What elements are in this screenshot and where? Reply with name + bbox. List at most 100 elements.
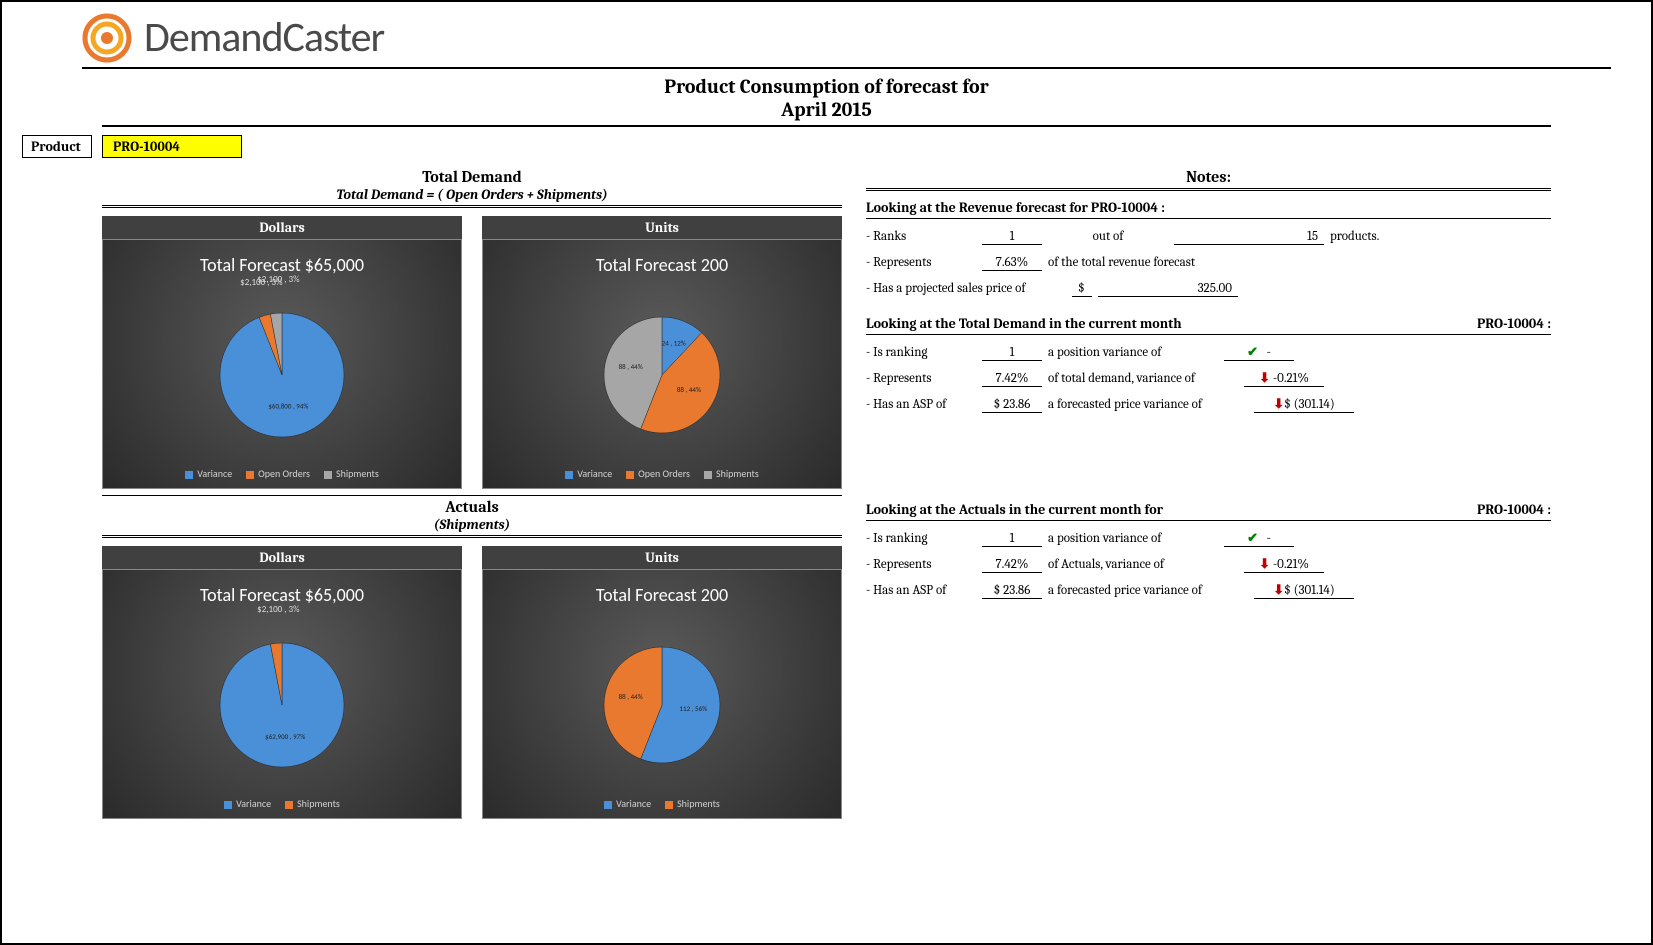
variance-indicator: ✔ - bbox=[1224, 531, 1294, 547]
svg-text:112 , 56%: 112 , 56% bbox=[680, 703, 708, 712]
actuals-title: Actuals bbox=[102, 498, 842, 516]
actuals-rank-line: - Is ranking 1 a position variance of ✔ … bbox=[866, 531, 1551, 547]
svg-text:88 , 44%: 88 , 44% bbox=[619, 692, 643, 701]
value: $ 23.86 bbox=[982, 397, 1042, 413]
ac-dollars-chart: Total Forecast $65,000 $62,900 , 97%$2,1… bbox=[102, 569, 462, 819]
value: 7.63% bbox=[982, 255, 1042, 271]
value: 7.42% bbox=[982, 557, 1042, 573]
value: $ (301.14) bbox=[1284, 583, 1335, 598]
revenue-rank-line: - Ranks 1 out of 15 products. bbox=[866, 229, 1551, 245]
revenue-price-line: - Has a projected sales price of $ 325.0… bbox=[866, 281, 1551, 297]
td-units-header: Units bbox=[482, 216, 842, 239]
legend-item: Shipments bbox=[665, 797, 720, 810]
demand-rank-line: - Is ranking 1 a position variance of ✔ … bbox=[866, 345, 1551, 361]
svg-text:88 , 44%: 88 , 44% bbox=[677, 385, 701, 394]
value: 1 bbox=[982, 229, 1042, 245]
brand-name: DemandCaster bbox=[144, 12, 384, 63]
header-product: PRO-10004 : bbox=[1477, 501, 1551, 518]
arrow-up-icon: ✔ bbox=[1247, 345, 1258, 360]
label: a position variance of bbox=[1048, 345, 1218, 360]
label: a position variance of bbox=[1048, 531, 1218, 546]
label: - Ranks bbox=[866, 229, 976, 244]
value: $ 23.86 bbox=[982, 583, 1042, 599]
td-units-chart: Total Forecast 200 24 , 12%88 , 44%88 , … bbox=[482, 239, 842, 489]
actuals-asp-line: - Has an ASP of $ 23.86 a forecasted pri… bbox=[866, 583, 1551, 599]
variance-indicator: ⬇$ (301.14) bbox=[1254, 583, 1354, 599]
variance-indicator: ⬇ -0.21% bbox=[1244, 371, 1324, 387]
ac-units-chart: Total Forecast 200 112 , 56% 88 , 44% Var… bbox=[482, 569, 842, 819]
label: a forecasted price variance of bbox=[1048, 397, 1248, 412]
arrow-up-icon: ✔ bbox=[1247, 531, 1258, 546]
label: a forecasted price variance of bbox=[1048, 583, 1248, 598]
label: - Represents bbox=[866, 371, 976, 386]
legend-item: Shipments bbox=[285, 797, 340, 810]
legend-item: Variance bbox=[224, 797, 271, 810]
notes-demand-header: Looking at the Total Demand in the curre… bbox=[866, 315, 1551, 335]
legend-item: Variance bbox=[565, 467, 612, 480]
label: - Is ranking bbox=[866, 345, 976, 360]
label: of Actuals, variance of bbox=[1048, 557, 1238, 572]
value: 1 bbox=[982, 345, 1042, 361]
product-selector-row: Product PRO-10004 bbox=[22, 135, 1551, 158]
label: - Represents bbox=[866, 557, 976, 572]
legend-item: Shipments bbox=[324, 467, 379, 480]
ac-units-header: Units bbox=[482, 546, 842, 569]
value: 325.00 bbox=[1098, 281, 1238, 297]
value: 1 bbox=[982, 531, 1042, 547]
value: - bbox=[1267, 531, 1271, 546]
notes-revenue-header: Looking at the Revenue forecast for PRO-… bbox=[866, 199, 1551, 219]
report-title: Product Consumption of forecast for bbox=[22, 75, 1631, 98]
value: 7.42% bbox=[982, 371, 1042, 387]
product-value[interactable]: PRO-10004 bbox=[102, 135, 242, 158]
value: -0.21% bbox=[1273, 557, 1309, 572]
notes-title: Notes: bbox=[866, 168, 1551, 186]
variance-indicator: ⬇ -0.21% bbox=[1244, 557, 1324, 573]
label: - Has an ASP of bbox=[866, 583, 976, 598]
actuals-sub: (Shipments) bbox=[102, 516, 842, 533]
arrow-down-icon: ⬇ bbox=[1259, 371, 1270, 386]
label: of the total revenue forecast bbox=[1048, 255, 1195, 270]
total-demand-title: Total Demand bbox=[102, 168, 842, 186]
variance-indicator: ⬇$ (301.14) bbox=[1254, 397, 1354, 413]
label: - Has a projected sales price of bbox=[866, 281, 1066, 296]
label: - Represents bbox=[866, 255, 976, 270]
value: - bbox=[1267, 345, 1271, 360]
notes-actuals-header: Looking at the Actuals in the current mo… bbox=[866, 501, 1551, 521]
variance-indicator: ✔ - bbox=[1224, 345, 1294, 361]
charts-column: Total Demand Total Demand = ( Open Order… bbox=[102, 168, 842, 825]
td-dollars-chart: Total Forecast $65,000 $60,800 , 94%$2,1… bbox=[102, 239, 462, 489]
arrow-down-icon: ⬇ bbox=[1273, 397, 1284, 412]
svg-text:$62,900 , 97%: $62,900 , 97% bbox=[265, 731, 305, 740]
report-period: April 2015 bbox=[102, 98, 1551, 127]
app-header: DemandCaster bbox=[82, 12, 1611, 69]
value: -0.21% bbox=[1273, 371, 1309, 386]
header-prefix: Looking at the Total Demand in the curre… bbox=[866, 315, 1182, 332]
arrow-down-icon: ⬇ bbox=[1273, 583, 1284, 598]
demand-represents-line: - Represents 7.42% of total demand, vari… bbox=[866, 371, 1551, 387]
revenue-represents-line: - Represents 7.63% of the total revenue … bbox=[866, 255, 1551, 271]
total-demand-formula: Total Demand = ( Open Orders + Shipments… bbox=[102, 186, 842, 203]
legend-item: Open Orders bbox=[246, 467, 310, 480]
header-prefix: Looking at the Actuals in the current mo… bbox=[866, 501, 1163, 518]
chart-title: Total Forecast $65,000 bbox=[200, 254, 364, 276]
ac-dollars-header: Dollars bbox=[102, 546, 462, 569]
product-label: Product bbox=[22, 135, 92, 158]
label: out of bbox=[1048, 229, 1168, 244]
chart-title: Total Forecast 200 bbox=[596, 584, 728, 606]
chart-title: Total Forecast 200 bbox=[596, 254, 728, 276]
currency: $ bbox=[1072, 281, 1092, 297]
brand-logo-icon bbox=[82, 13, 132, 63]
value: 15 bbox=[1174, 229, 1324, 245]
arrow-down-icon: ⬇ bbox=[1259, 557, 1270, 572]
legend-item: Variance bbox=[604, 797, 651, 810]
svg-text:88 , 44%: 88 , 44% bbox=[619, 362, 643, 371]
actuals-represents-line: - Represents 7.42% of Actuals, variance … bbox=[866, 557, 1551, 573]
demand-asp-line: - Has an ASP of $ 23.86 a forecasted pri… bbox=[866, 397, 1551, 413]
value: $ (301.14) bbox=[1284, 397, 1335, 412]
legend-item: Open Orders bbox=[626, 467, 690, 480]
label: products. bbox=[1330, 229, 1379, 244]
svg-text:$60,800 , 94%: $60,800 , 94% bbox=[268, 401, 308, 410]
legend-item: Shipments bbox=[704, 467, 759, 480]
header-product: PRO-10004 : bbox=[1477, 315, 1551, 332]
label: - Has an ASP of bbox=[866, 397, 976, 412]
